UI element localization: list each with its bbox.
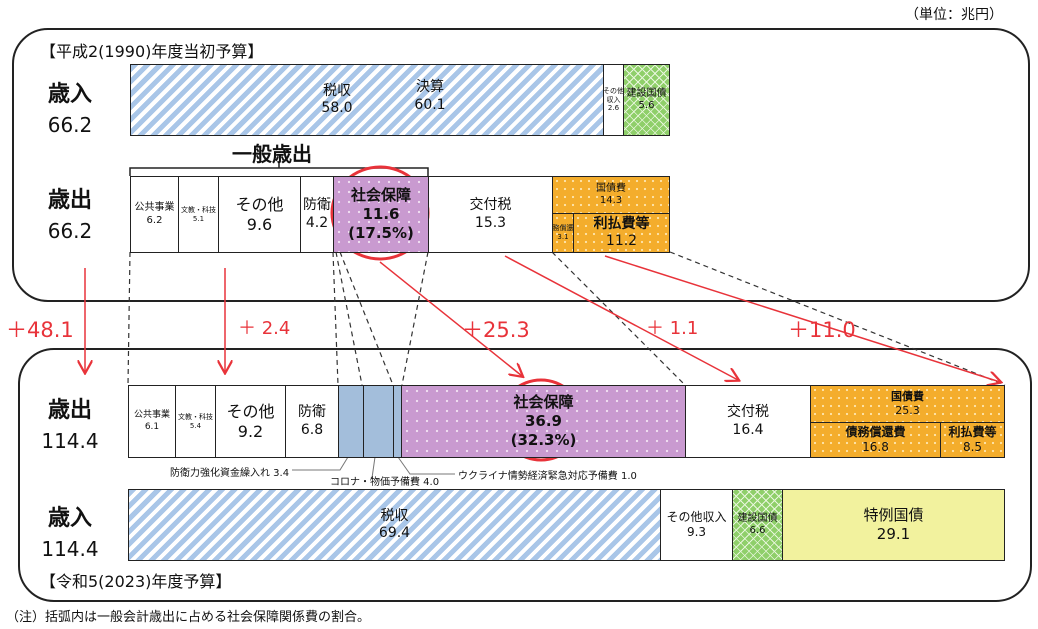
fy2023-debt-service: 国債費 25.3 [810,385,1005,423]
fy2023-tax-revenue: 税収 69.4 [128,489,661,561]
fy2023-revenue-label: 歳入 114.4 [41,506,99,561]
fy2023-defense-fund [338,385,364,458]
general-expenditure-label: 一般歳出 [232,142,312,166]
fy1990-public-works: 公共事業 6.2 [130,176,179,253]
change-tax-grants: ＋ 1.1 [646,318,699,339]
fy1990-title: 【平成2(1990)年度当初予算】 [40,42,264,61]
unit-label: （単位：兆円） [905,7,1003,23]
defense-fund-label: 防衛力強化資金繰入れ 3.4 [170,468,290,479]
fy1990-social-security: 社会保障 11.6 (17.5%) [333,176,429,253]
fy2023-debt-redemption: 債務償還費 16.8 [810,422,941,458]
fy1990-settled-tax: 決算 60.1 [414,79,446,114]
fy1990-revenue-label: 歳入 66.2 [47,82,93,137]
fy2023-defense: 防衛 6.8 [285,385,339,458]
fy1990-defense: 防衛 4.2 [300,176,334,253]
fy2023-panel [18,348,1032,602]
footnote: （注）括弧内は一般会計歳出に占める社会保障関係費の割合。 [6,610,371,625]
fy2023-covid-reserve [363,385,394,458]
fy2023-tax-grants: 交付税 16.4 [685,385,811,458]
fy1990-other-revenue: その他 収入 2.6 [603,64,624,136]
fy2023-special-bond: 特例国債 29.1 [782,489,1005,561]
change-other: ＋ 2.4 [238,318,291,339]
change-debt: ＋11.0 [788,318,856,342]
change-total: ＋48.1 [6,318,74,342]
ukraine-reserve-label: ウクライナ情勢経済緊急対応予備費 1.0 [458,471,637,482]
fy1990-interest: 利払費等 11.2 [573,213,670,253]
change-social: ＋25.3 [462,318,530,342]
fy2023-interest: 利払費等 8.5 [940,422,1005,458]
covid-reserve-label: コロナ・物価予備費 4.0 [330,477,440,488]
fy2023-other-revenue: その他収入 9.3 [660,489,733,561]
fy2023-social-security: 社会保障 36.9 (32.3%) [401,385,686,458]
fy1990-education: 文教・科技 5.1 [178,176,219,253]
fy1990-panel [12,28,1030,302]
fy1990-debt-redemption: 債務償還費3.1 [552,213,574,253]
fy1990-construction-bond: 建設国債 5.6 [623,64,670,136]
fy1990-expenditure-label: 歳出 66.2 [47,188,93,243]
fy2023-public-works: 公共事業 6.1 [128,385,176,458]
fy1990-other-expenditure: その他 9.6 [218,176,301,253]
fy2023-construction-bond: 建設国債 6.6 [732,489,783,561]
fy1990-debt-service: 国債費 14.3 [552,176,670,214]
fy2023-title: 【令和5(2023)年度予算】 [40,572,232,591]
fy1990-tax-revenue: 税収 58.0 [130,64,604,136]
fy2023-expenditure-label: 歳出 114.4 [41,398,99,453]
fy2023-other-expenditure: その他 9.2 [215,385,286,458]
fy1990-tax-grants: 交付税 15.3 [428,176,553,253]
fy2023-education: 文教・科技 5.4 [175,385,216,458]
